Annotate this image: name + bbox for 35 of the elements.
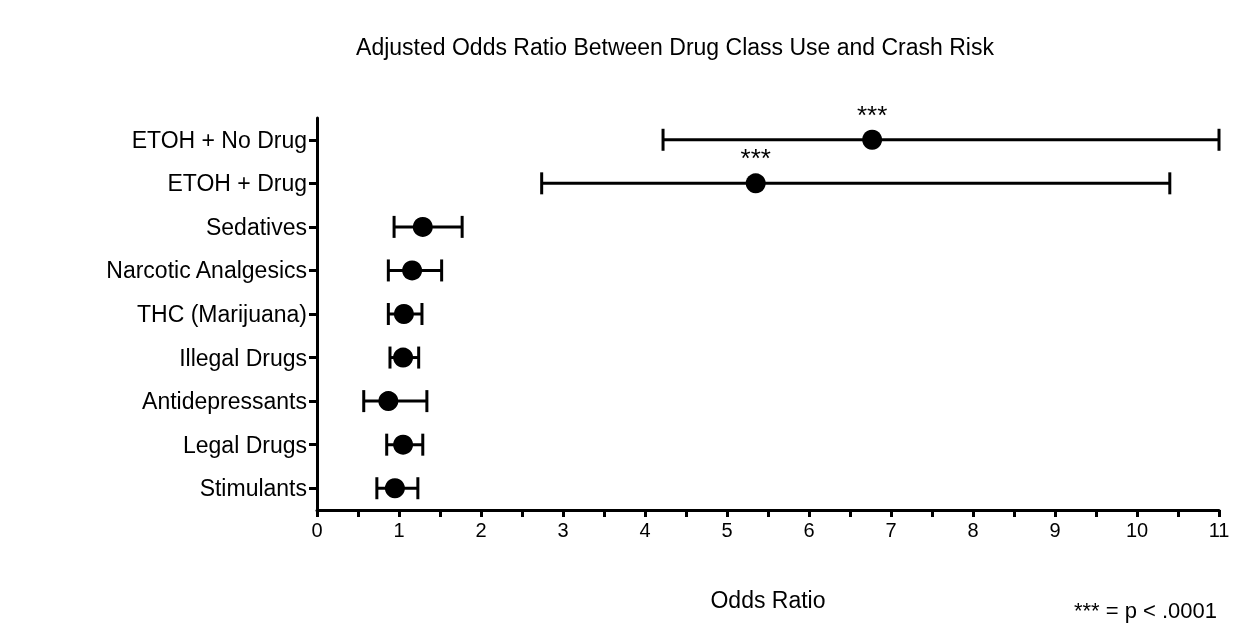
point (745, 173, 766, 194)
y-tick-label: Illegal Drugs (179, 344, 307, 371)
point (393, 347, 414, 368)
point (412, 216, 433, 237)
x-axis-title: Odds Ratio (710, 586, 826, 613)
x-tick-label: 10 (1125, 519, 1149, 541)
y-tick-label: ETOH + No Drug (131, 126, 307, 153)
point (862, 129, 883, 150)
text: *** = p < .0001 (1073, 597, 1218, 623)
x-tick-label: 7 (885, 519, 897, 541)
x-tick-label: 11 (1208, 519, 1230, 541)
point (393, 434, 414, 455)
x-tick-label: 5 (721, 519, 733, 541)
y-tick-label: Stimulants (199, 475, 307, 502)
y-tick-label: Narcotic Analgesics (106, 257, 307, 284)
x-tick-label: 1 (393, 519, 405, 541)
point (378, 391, 399, 412)
chart-title: Adjusted Odds Ratio Between Drug Class Use and Crash Risk (356, 33, 995, 60)
x-tick-label: 4 (639, 519, 651, 541)
point (393, 304, 414, 324)
x-tick-label: 9 (1049, 519, 1061, 541)
x-tick-label: 8 (967, 519, 979, 541)
annotation: *** (856, 99, 888, 130)
annotation: *** (740, 143, 771, 174)
y-tick-label: Antidepressants (142, 388, 307, 415)
point (402, 260, 423, 281)
y-tick-label: Sedatives (205, 213, 307, 240)
point (384, 478, 405, 499)
y-tick-label: Legal Drugs (182, 431, 307, 458)
x-tick-label: 2 (475, 519, 487, 541)
y-tick-label: ETOH + Drug (167, 170, 307, 197)
x-tick-label: 0 (311, 519, 323, 541)
y-tick-label: THC (Marijuana) (137, 301, 307, 327)
x-tick-label: 3 (557, 519, 569, 541)
x-tick-label: 6 (803, 519, 815, 541)
